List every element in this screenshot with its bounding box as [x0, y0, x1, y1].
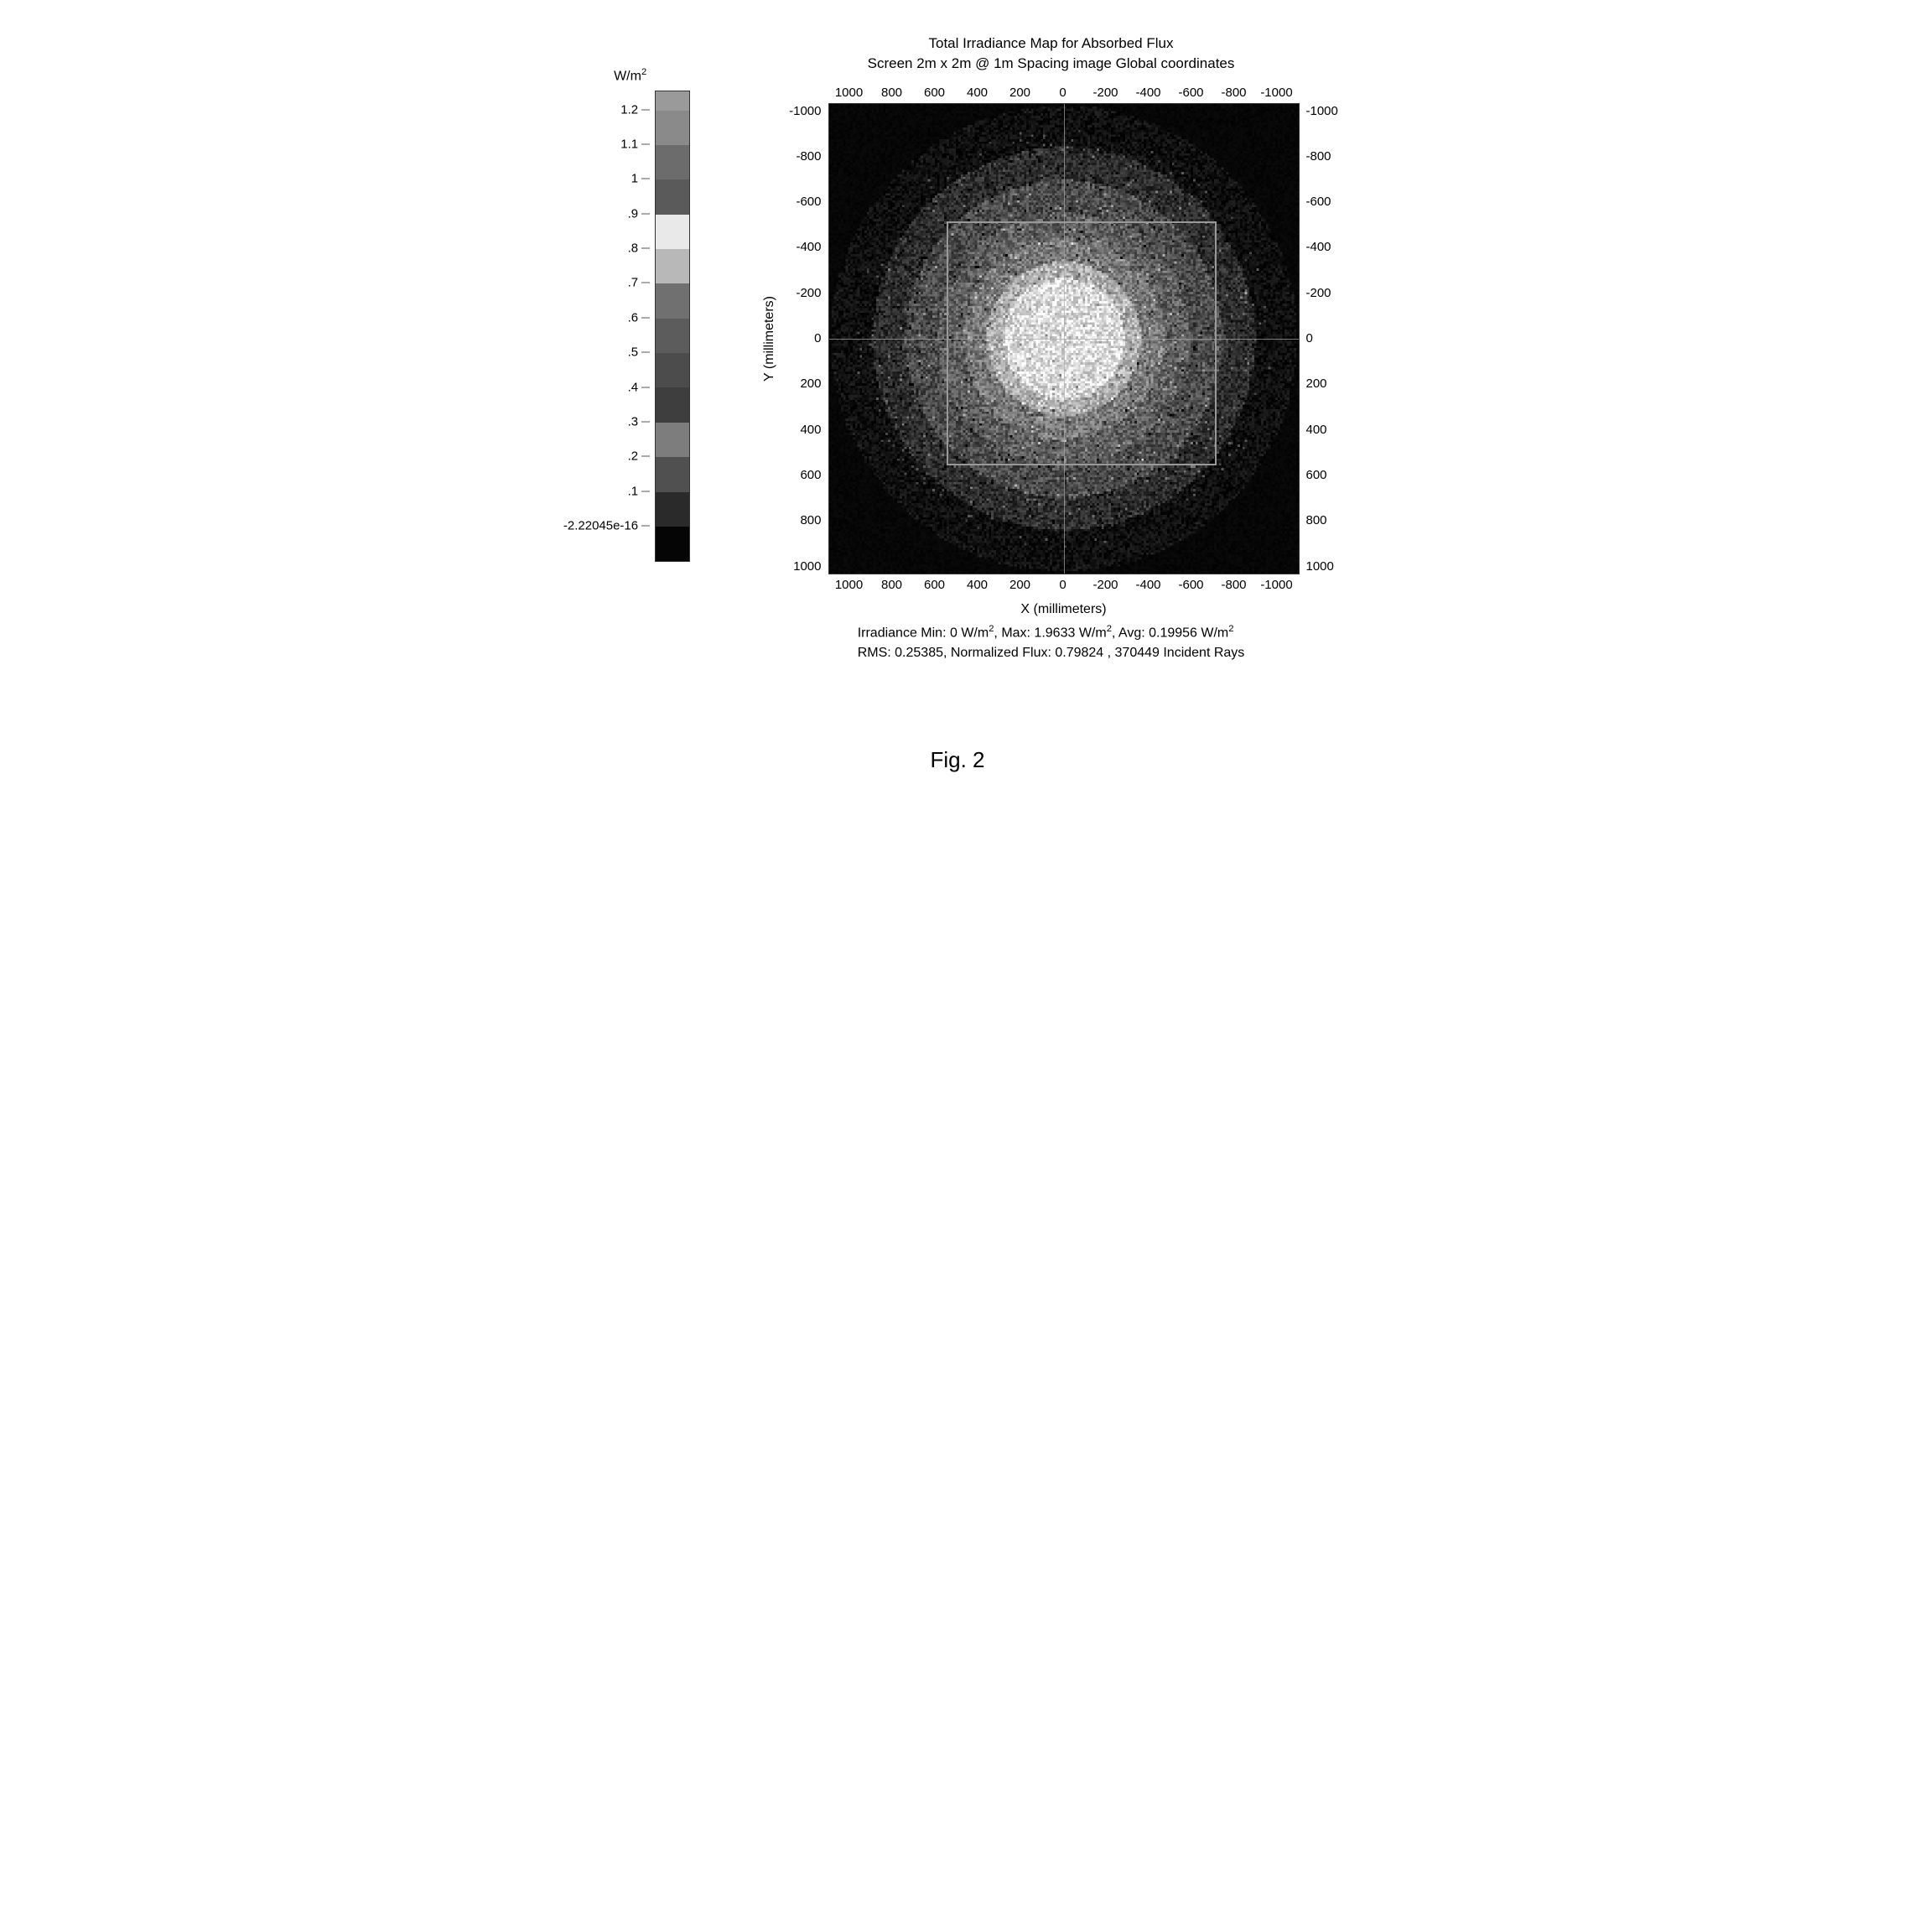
- colorbar-tick-label: .3: [628, 414, 651, 428]
- axis-tick-label: 400: [1306, 423, 1338, 437]
- axis-tick-label: 200: [999, 578, 1041, 592]
- axis-tick-label: 800: [871, 578, 913, 592]
- axis-tick-label: 1000: [789, 559, 821, 574]
- axis-tick-label: 400: [957, 578, 999, 592]
- colorbar-tick-label: .2: [628, 449, 651, 464]
- colorbar-segment: [656, 319, 689, 353]
- colorbar-segment: [656, 423, 689, 457]
- x-ticks-top: 10008006004002000-200-400-600-800-1000: [828, 82, 1298, 103]
- axis-tick-label: 600: [789, 468, 821, 482]
- colorbar-segment: [656, 145, 689, 179]
- axis-tick-label: 1000: [828, 578, 870, 592]
- colorbar-tick-label: .8: [628, 242, 651, 256]
- axis-tick-label: -1000: [1256, 86, 1298, 100]
- colorbar-segment: [656, 527, 689, 561]
- colorbar-segment: [656, 283, 689, 318]
- chart-section: Total Irradiance Map for Absorbed Flux S…: [757, 34, 1345, 663]
- colorbar-tick-label: .6: [628, 310, 651, 325]
- axis-tick-label: -400: [1306, 240, 1338, 254]
- colorbar-tick-label: -2.22045e-16: [563, 518, 650, 532]
- axis-tick-label: -800: [1306, 149, 1338, 164]
- colorbar-segment: [656, 387, 689, 422]
- axis-tick-label: -200: [1085, 86, 1127, 100]
- axis-tick-label: -1000: [1306, 104, 1338, 118]
- axis-tick-label: -400: [789, 240, 821, 254]
- axis-tick-label: 0: [1042, 578, 1084, 592]
- inner-box: [947, 221, 1217, 465]
- axis-tick-label: 0: [1042, 86, 1084, 100]
- colorbar-tick-label: .4: [628, 380, 651, 394]
- axis-tick-label: 400: [957, 86, 999, 100]
- stats-line-2: RMS: 0.25385, Normalized Flux: 0.79824 ,…: [858, 643, 1245, 663]
- colorbar-tick-label: 1: [631, 172, 650, 186]
- colorbar-tick-label: 1.2: [620, 102, 650, 117]
- axis-tick-label: -200: [789, 286, 821, 300]
- axis-tick-label: -600: [789, 195, 821, 209]
- axis-tick-label: 200: [789, 377, 821, 391]
- colorbar-segment: [656, 457, 689, 491]
- axis-tick-label: -800: [1213, 86, 1255, 100]
- axis-tick-label: -800: [1213, 578, 1255, 592]
- axis-tick-label: 200: [1306, 377, 1338, 391]
- colorbar-segment: [656, 249, 689, 283]
- chart-title-line2: Screen 2m x 2m @ 1m Spacing image Global…: [868, 55, 1235, 71]
- colorbar-wrap: 1.21.11.9.8.7.6.5.4.3.2.1-2.22045e-16: [570, 91, 690, 562]
- chart-title-line1: Total Irradiance Map for Absorbed Flux: [929, 35, 1174, 51]
- main-content: W/m2 1.21.11.9.8.7.6.5.4.3.2.1-2.22045e-…: [570, 34, 1345, 663]
- axis-tick-label: -200: [1306, 286, 1338, 300]
- axis-tick-label: 1000: [1306, 559, 1338, 574]
- axis-tick-label: 600: [1306, 468, 1338, 482]
- y-ticks-left: -1000 -800 -600 -400 -200 0 200 400 600 800 1000: [782, 104, 828, 574]
- colorbar-labels: 1.21.11.9.8.7.6.5.4.3.2.1-2.22045e-16: [570, 91, 655, 560]
- colorbar-segment: [656, 111, 689, 145]
- y-ticks-right: -1000 -800 -600 -400 -200 0 200 400 600 800 1000: [1300, 104, 1345, 574]
- axis-tick-label: 800: [789, 513, 821, 527]
- y-axis-label: Y (millimeters): [757, 296, 782, 382]
- plot-area: [828, 103, 1300, 574]
- axis-tick-label: -400: [1128, 578, 1170, 592]
- axis-tick-label: 200: [999, 86, 1041, 100]
- colorbar-section: W/m2 1.21.11.9.8.7.6.5.4.3.2.1-2.22045e-…: [570, 67, 690, 562]
- axis-tick-label: -800: [789, 149, 821, 164]
- axis-tick-label: -200: [1085, 578, 1127, 592]
- axis-tick-label: -400: [1128, 86, 1170, 100]
- x-axis-label: X (millimeters): [828, 595, 1300, 617]
- stats-line-1: Irradiance Min: 0 W/m2, Max: 1.9633 W/m2…: [858, 622, 1245, 643]
- colorbar-segment: [656, 179, 689, 214]
- colorbar-tick-label: .9: [628, 206, 651, 221]
- colorbar-tick-label: 1.1: [620, 138, 650, 152]
- figure-container: W/m2 1.2 1.1 1 .9 .8 .7 .6 .5 .4 .3 .2 .1 -2.22045e-…: [34, 34, 1881, 773]
- axis-tick-label: 0: [1306, 331, 1338, 345]
- axis-tick-label: 800: [1306, 513, 1338, 527]
- axis-tick-label: -600: [1170, 578, 1212, 592]
- colorbar-segment: [656, 215, 689, 249]
- axis-tick-label: -1000: [1256, 578, 1298, 592]
- colorbar-tick-label: .5: [628, 345, 651, 360]
- axis-tick-label: 800: [871, 86, 913, 100]
- axis-tick-label: -600: [1170, 86, 1212, 100]
- chart-stats: Irradiance Min: 0 W/m2, Max: 1.9633 W/m2…: [858, 622, 1245, 663]
- figure-caption: Fig. 2: [930, 747, 984, 773]
- colorbar-tick-label: .7: [628, 276, 651, 290]
- chart-title: Total Irradiance Map for Absorbed Flux S…: [868, 34, 1235, 74]
- axis-tick-label: -1000: [789, 104, 821, 118]
- plot-outer: 10008006004002000-200-400-600-800-1000 Y…: [757, 82, 1345, 617]
- axis-tick-label: -600: [1306, 195, 1338, 209]
- colorbar-segment: [656, 492, 689, 527]
- axis-tick-label: 600: [914, 86, 956, 100]
- colorbar-unit: W/m2: [614, 67, 646, 84]
- axis-tick-label: 400: [789, 423, 821, 437]
- axis-tick-label: 600: [914, 578, 956, 592]
- colorbar-segment: [656, 353, 689, 387]
- colorbar: [655, 91, 690, 562]
- axis-tick-label: 1000: [828, 86, 870, 100]
- colorbar-tick-label: .1: [628, 484, 651, 498]
- axis-tick-label: 0: [789, 331, 821, 345]
- x-ticks-bottom: 10008006004002000-200-400-600-800-1000: [828, 574, 1298, 595]
